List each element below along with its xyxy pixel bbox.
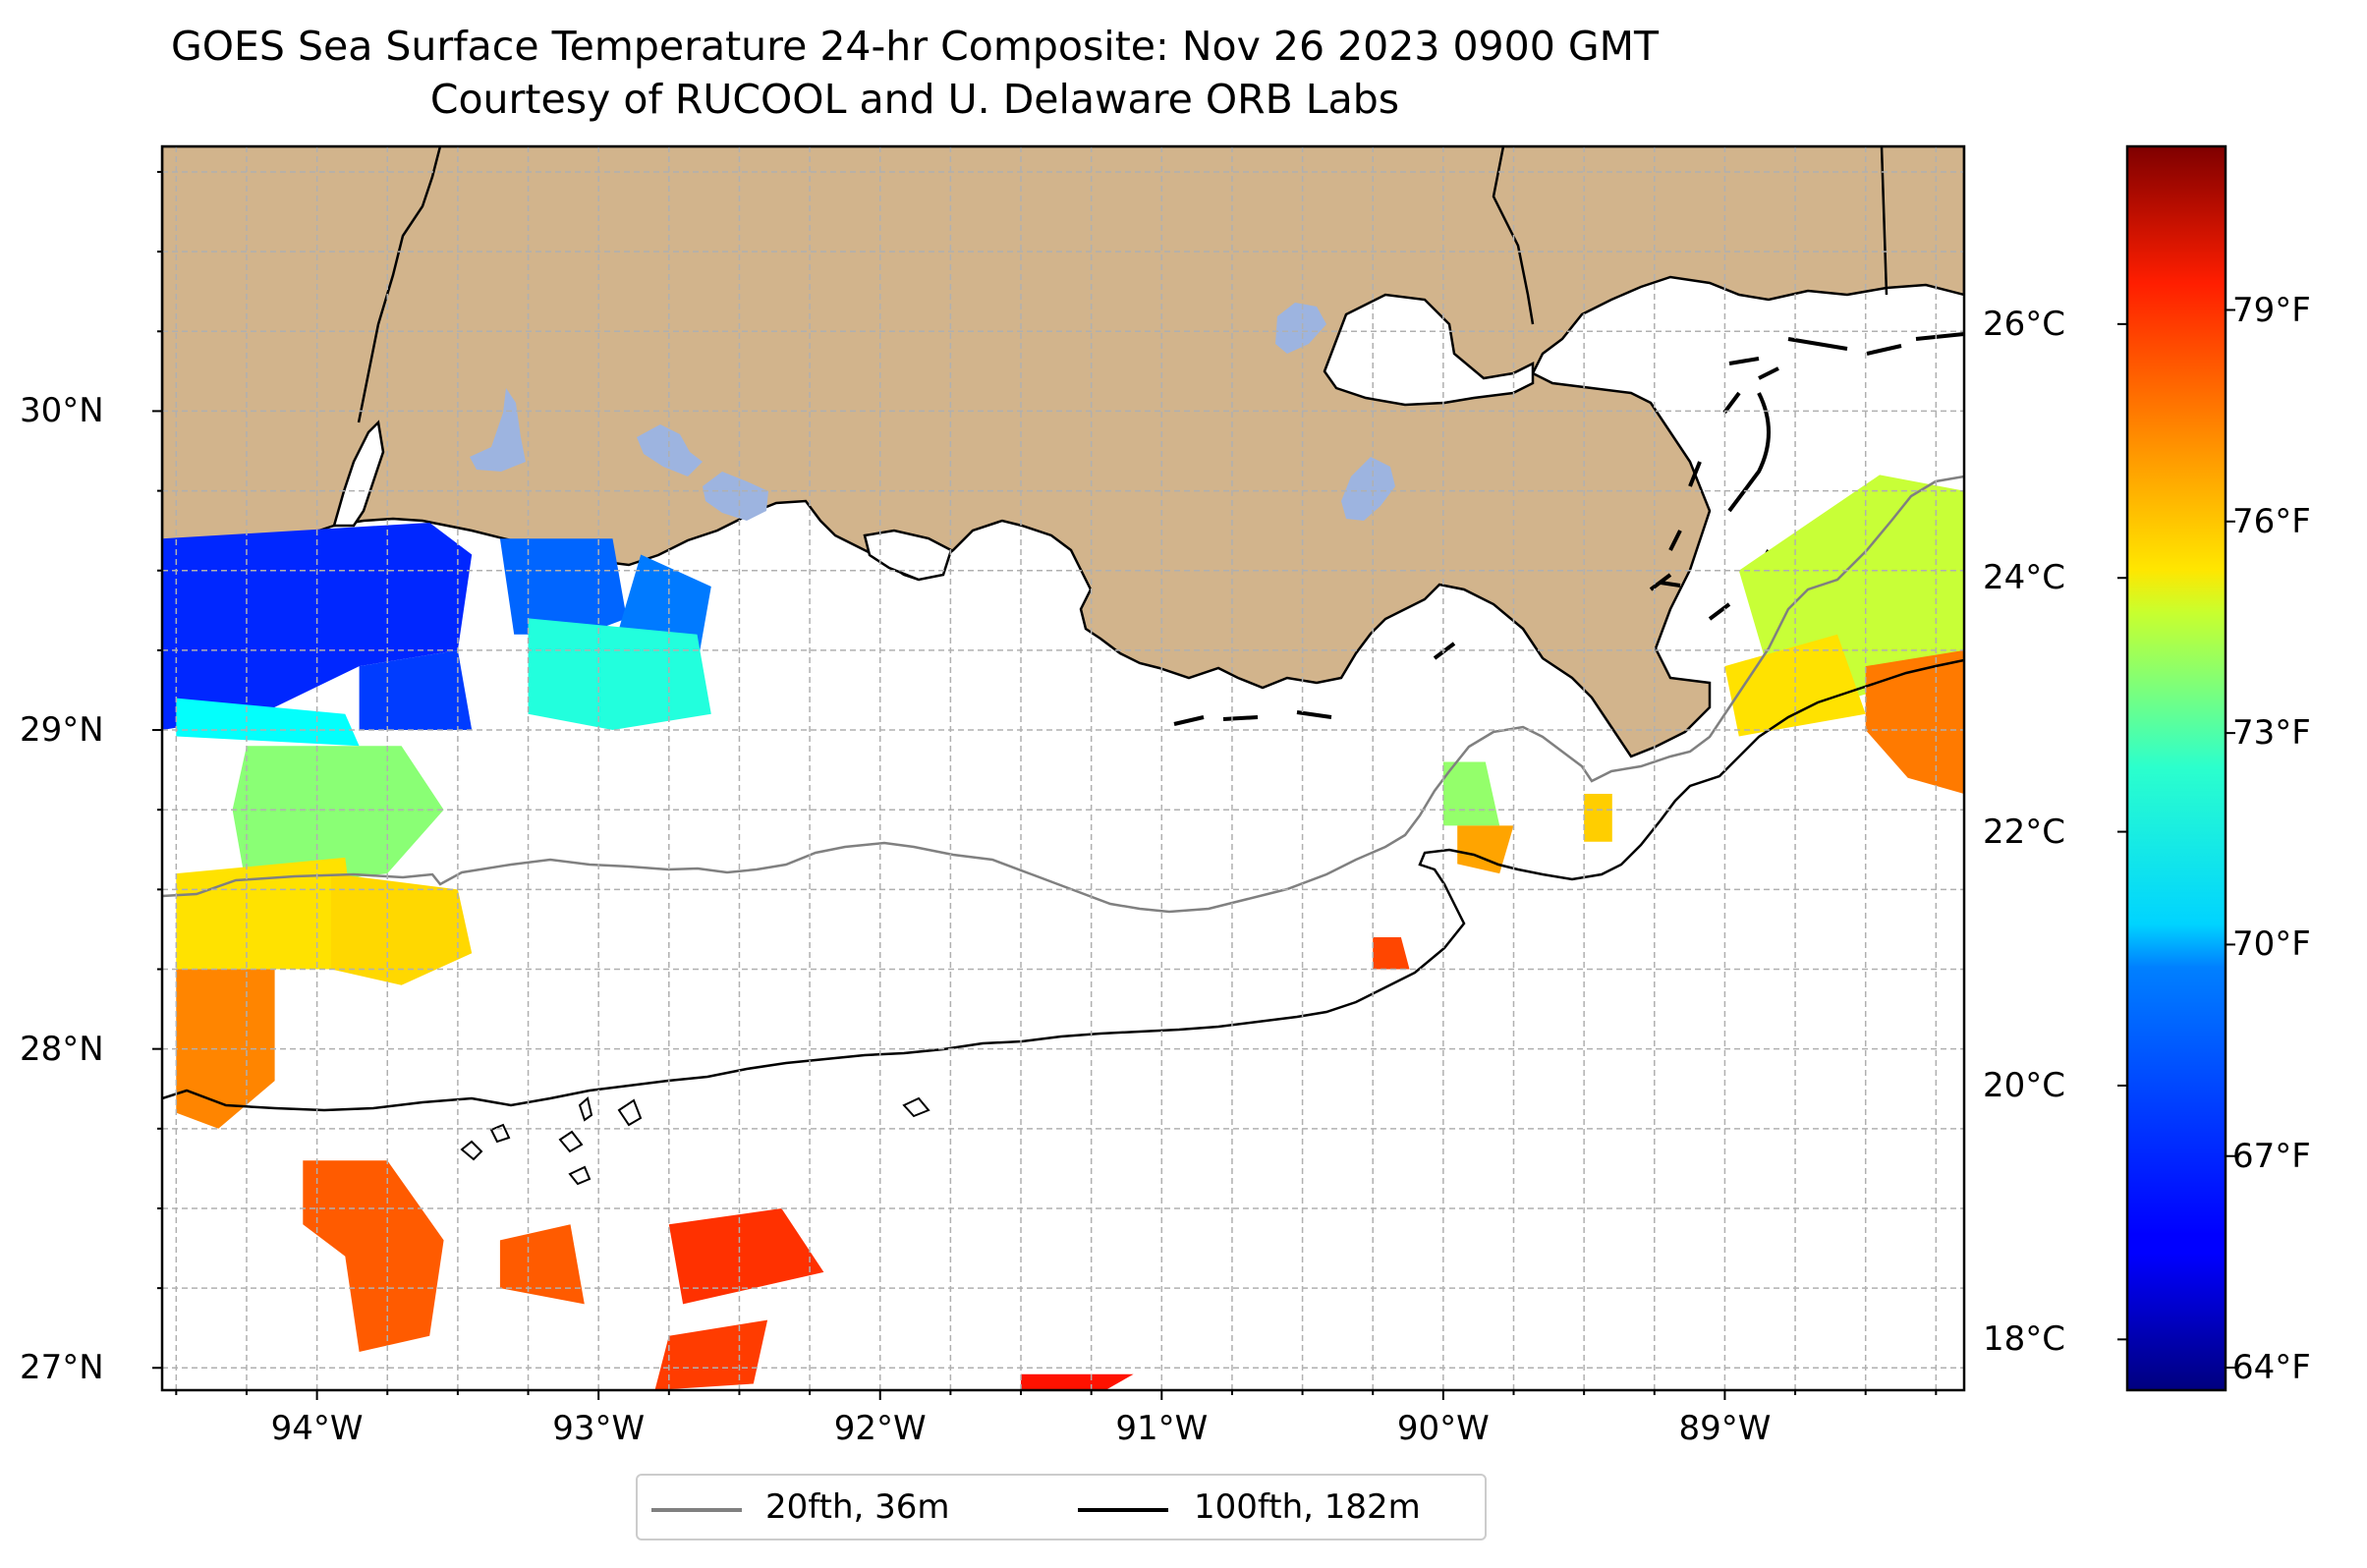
- isobath-legend: 20fth, 36m 100fth, 182m: [636, 1474, 1487, 1540]
- lake-blue-4: [1275, 303, 1326, 354]
- sst-patch: [1442, 761, 1500, 826]
- isobath-100fth-islands: [460, 1096, 930, 1186]
- lake-blue-3: [703, 472, 768, 521]
- colorbar-label-fahrenheit: 79°F: [2232, 290, 2311, 330]
- colorbar-label-fahrenheit: 64°F: [2232, 1348, 2311, 1388]
- lat-tick-label: 30°N: [20, 391, 104, 431]
- sst-patch: [499, 538, 627, 635]
- colorbar: [2125, 144, 2227, 1392]
- lat-tick-label: 28°N: [20, 1029, 104, 1069]
- sst-patch: [1021, 1373, 1134, 1390]
- lake-blue-5: [1341, 457, 1395, 521]
- colorbar-label-celsius: 20°C: [1983, 1065, 2066, 1105]
- lat-tick-label: 27°N: [20, 1348, 104, 1388]
- vermilion-bay: [863, 529, 953, 582]
- colorbar-label-fahrenheit: 67°F: [2232, 1136, 2311, 1176]
- colorbar-ticks: [2117, 308, 2235, 1370]
- lake-blue-2: [637, 424, 703, 476]
- colorbar-label-celsius: 24°C: [1983, 558, 2066, 598]
- colorbar-label-fahrenheit: 76°F: [2232, 501, 2311, 541]
- state-boundary-tx-la: [357, 146, 442, 423]
- colorbar-label-celsius: 18°C: [1983, 1319, 2066, 1360]
- lon-tick-label: 90°W: [1396, 1409, 1490, 1448]
- legend-label-100fth: 100fth, 182m: [1194, 1487, 1421, 1527]
- lon-tick-label: 89°W: [1678, 1409, 1772, 1448]
- colorbar-label-fahrenheit: 73°F: [2232, 713, 2311, 754]
- sst-patch: [499, 1224, 585, 1305]
- isobath-20fth: [162, 475, 1964, 914]
- lake-pontchartrain: [1323, 293, 1535, 407]
- grid-lines: [162, 146, 1964, 1390]
- sst-patch: [1865, 649, 1964, 794]
- calcasieu-lake: [332, 420, 385, 528]
- lon-tick-label: 92°W: [833, 1409, 927, 1448]
- colorbar-label-fahrenheit: 70°F: [2232, 924, 2311, 965]
- sst-patch: [232, 746, 444, 890]
- sst-patch: [668, 1208, 824, 1305]
- sst-patch: [528, 618, 711, 730]
- state-boundary-ms-al: [1880, 146, 1888, 296]
- figure-title: GOES Sea Surface Temperature 24-hr Compo…: [170, 23, 1660, 70]
- sst-patch: [1373, 937, 1410, 970]
- sst-patch: [330, 873, 473, 985]
- sst-patch: [1584, 794, 1612, 842]
- legend-label-20fth: 20fth, 36m: [765, 1487, 950, 1527]
- isobath-100fth: [162, 658, 1964, 1112]
- sst-layer: [162, 475, 1964, 1390]
- colorbar-label-celsius: 22°C: [1983, 812, 2066, 852]
- sst-patch: [162, 523, 473, 730]
- legend-line-100fth: [1078, 1508, 1168, 1512]
- colorbar-label-celsius: 26°C: [1983, 304, 2066, 344]
- lon-tick-label: 91°W: [1115, 1409, 1209, 1448]
- figure-subtitle: Courtesy of RUCOOL and U. Delaware ORB L…: [429, 76, 1400, 123]
- lat-tick-label: 29°N: [20, 710, 104, 751]
- map-frame: [160, 144, 1966, 1392]
- sst-patch: [1457, 825, 1514, 874]
- sst-patch: [176, 698, 360, 747]
- lon-tick-label: 94°W: [270, 1409, 364, 1448]
- lon-tick-label: 93°W: [552, 1409, 646, 1448]
- legend-line-20fth: [651, 1508, 742, 1512]
- lake-blue-1: [470, 388, 526, 472]
- barrier-islands: [1173, 332, 1964, 726]
- state-boundary-la-ms: [1492, 146, 1535, 325]
- axis-ticks: [152, 170, 1938, 1400]
